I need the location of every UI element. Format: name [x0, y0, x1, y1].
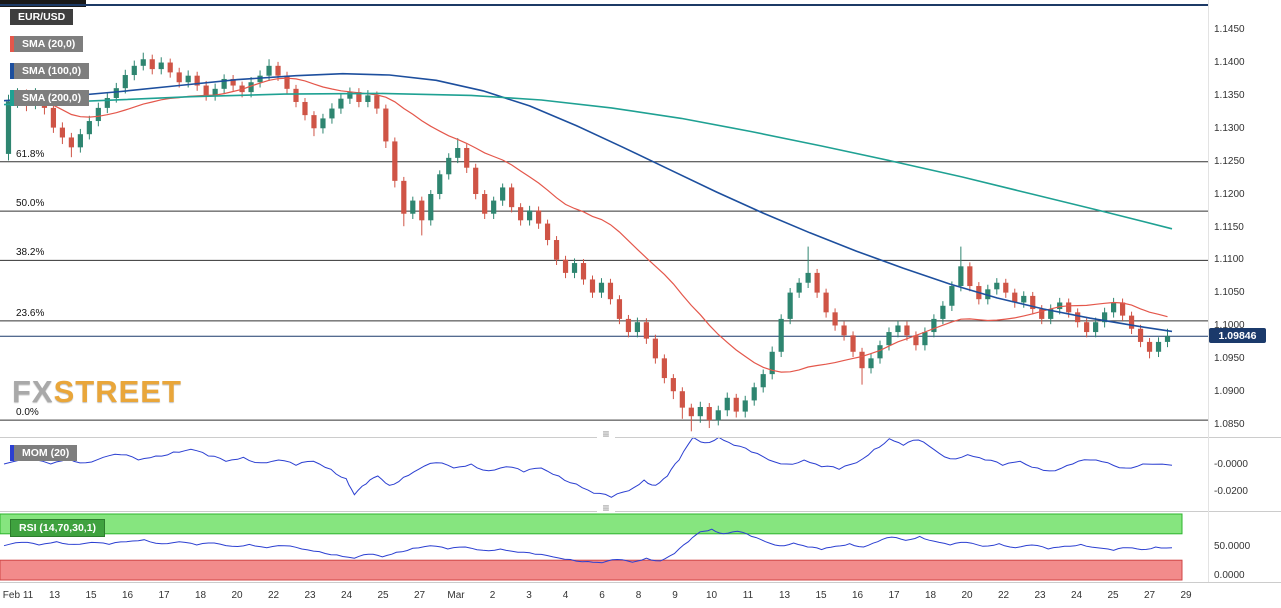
price-axis-label: 1.1450: [1214, 24, 1245, 36]
price-axis[interactable]: 1.1450 1.1400 1.1350 1.1300 1.1250 1.1200 1.11…: [1212, 0, 1281, 608]
time-axis-label: 20: [961, 590, 973, 601]
price-axis-label: 1.1300: [1214, 122, 1245, 134]
price-axis-label: 1.1200: [1214, 188, 1245, 200]
time-axis-label: 13: [48, 590, 61, 601]
time-axis[interactable]: Feb 11 13 15 16 17 18 20 22 23 24 25 27 Mar 2 3 4 6 8 9 10 1…: [0, 590, 1212, 606]
time-axis-label: 22: [267, 590, 280, 601]
rsi-axis-label: 50.0000: [1214, 541, 1251, 552]
time-axis-label: 27: [1143, 590, 1156, 601]
time-axis-label: 20: [231, 590, 243, 601]
current-price-badge: 1.09846: [1209, 328, 1266, 344]
time-axis-label: 10: [705, 590, 718, 601]
time-axis-label: 18: [924, 590, 937, 601]
chart-top-border: [0, 4, 1208, 6]
sma200-legend[interactable]: SMA (200,0): [10, 90, 90, 106]
time-axis-label: 4: [562, 590, 569, 601]
time-axis-label: 13: [778, 590, 791, 601]
time-axis-label: 17: [158, 590, 170, 601]
time-axis-label: 25: [1107, 590, 1119, 601]
price-axis-label: 1.0850: [1214, 418, 1245, 430]
price-axis-label: 1.1000: [1214, 320, 1245, 332]
rsi-axis-label: 0.0000: [1214, 570, 1245, 581]
time-axis-label: 6: [599, 590, 605, 601]
time-axis-label: 25: [377, 590, 389, 601]
time-axis-label: 16: [851, 590, 864, 601]
time-axis-label: 23: [1034, 590, 1046, 601]
axis-separator: [1208, 0, 1209, 582]
time-axis-label: 24: [340, 590, 353, 601]
sma20-legend[interactable]: SMA (20,0): [10, 36, 84, 52]
time-axis-label: Feb 11: [2, 590, 34, 601]
price-axis-label: 1.1400: [1214, 57, 1245, 69]
time-axis-label: 9: [672, 590, 678, 601]
rsi-legend[interactable]: RSI (14,70,30,1): [10, 519, 106, 537]
time-axis-label: 17: [888, 590, 900, 601]
mom-axis-label: -0.0000: [1214, 459, 1248, 471]
time-axis-label: 3: [526, 590, 532, 601]
symbol-legend[interactable]: EUR/USD: [10, 9, 74, 25]
time-axis-label: 11: [742, 590, 754, 601]
price-axis-label: 1.1150: [1214, 221, 1244, 233]
time-axis-label: 22: [997, 590, 1010, 601]
price-axis-label: 1.1350: [1214, 90, 1245, 102]
price-axis-label: 1.0950: [1214, 353, 1245, 364]
time-axis-label: 15: [815, 590, 827, 601]
mom-axis-label: -0.0200: [1214, 486, 1248, 497]
panel-divider: [0, 437, 1281, 438]
time-axis-label: 18: [194, 590, 207, 601]
price-axis-label: 1.1050: [1214, 287, 1245, 299]
time-axis-label: 16: [121, 590, 134, 601]
panel-resize-handle-icon[interactable]: ≡: [597, 428, 615, 440]
watermark-fx-text: FX: [12, 374, 54, 409]
price-axis-label: 1.1100: [1214, 254, 1244, 266]
time-axis-label: 24: [1070, 590, 1083, 601]
panel-divider: [0, 511, 1281, 512]
sma100-legend[interactable]: SMA (100,0): [10, 63, 90, 79]
time-axis-label: 15: [85, 590, 97, 601]
time-axis-label: 29: [1180, 590, 1192, 601]
time-axis-label: 8: [635, 590, 642, 601]
clipped-legend-box: [0, 0, 86, 7]
mom-legend[interactable]: MOM (20): [10, 445, 78, 461]
panel-divider: [0, 582, 1281, 583]
time-axis-label: 2: [489, 590, 496, 601]
panel-resize-handle-icon[interactable]: ≡: [597, 502, 615, 514]
watermark-street-text: STREET: [53, 374, 182, 409]
time-axis-label: Mar: [447, 590, 465, 601]
time-axis-label: 23: [304, 590, 316, 601]
price-axis-label: 1.0900: [1214, 385, 1245, 397]
price-axis-label: 1.1250: [1214, 155, 1245, 167]
fxstreet-watermark: FXSTREET: [12, 374, 182, 410]
time-axis-label: 27: [413, 590, 426, 601]
